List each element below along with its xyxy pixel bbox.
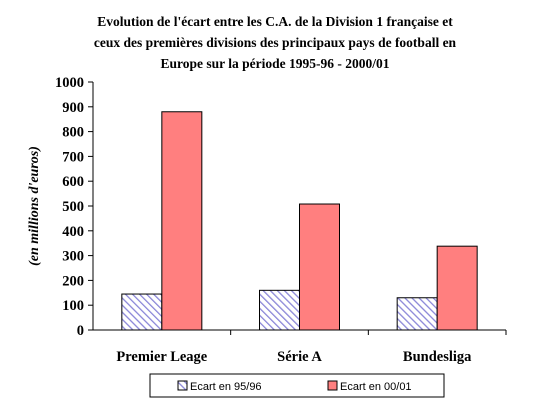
legend-swatch-1 — [177, 380, 188, 391]
y-tick-label: 600 — [62, 174, 84, 190]
legend: Ecart en 95/96 Ecart en 00/01 — [149, 373, 445, 398]
y-axis-label: (en millions d'euros) — [27, 146, 42, 266]
legend-swatch-2 — [327, 380, 338, 391]
y-tick-label: 300 — [62, 249, 84, 265]
bar-2-1 — [161, 111, 203, 331]
x-category-label: Bundesliga — [403, 349, 472, 365]
legend-label-2: Ecart en 00/01 — [340, 381, 412, 393]
x-category-label: Série A — [277, 349, 322, 365]
y-tick-label: 0 — [77, 323, 84, 339]
legend-box — [149, 373, 445, 398]
chart-title-line-1: Evolution de l'écart entre les C.A. de l… — [97, 14, 453, 29]
chart-title-line-2: ceux des premières divisions des princip… — [94, 35, 457, 50]
y-tick-label: 900 — [62, 100, 84, 116]
x-category-label: Premier Leage — [116, 349, 207, 365]
bar-1-1 — [121, 293, 163, 331]
y-tick-label: 400 — [62, 224, 84, 240]
y-axis-title: (en millions d'euros) — [27, 146, 42, 266]
y-tick-label: 100 — [62, 298, 84, 314]
y-tick-label: 1000 — [55, 75, 84, 91]
bar-1-2 — [259, 289, 300, 331]
bar-2-3 — [436, 245, 478, 331]
x-axis-categories: Premier Leage Série A Bundesliga — [116, 349, 472, 365]
bar-2-2 — [299, 203, 340, 331]
y-tick-label: 700 — [62, 149, 84, 165]
y-tick-label: 200 — [62, 273, 84, 289]
y-tick-label: 800 — [62, 125, 84, 141]
y-axis-ticks: 0 100 200 300 400 500 600 700 800 900 1000 — [55, 75, 93, 339]
chart-title-line-3: Europe sur la période 1995-96 - 2000/01 — [160, 56, 389, 71]
legend-label-1: Ecart en 95/96 — [190, 381, 262, 393]
bar-1-3 — [396, 297, 438, 331]
y-tick-label: 500 — [62, 199, 84, 215]
chart-title: Evolution de l'écart entre les C.A. de l… — [94, 14, 457, 71]
bars — [121, 111, 478, 331]
